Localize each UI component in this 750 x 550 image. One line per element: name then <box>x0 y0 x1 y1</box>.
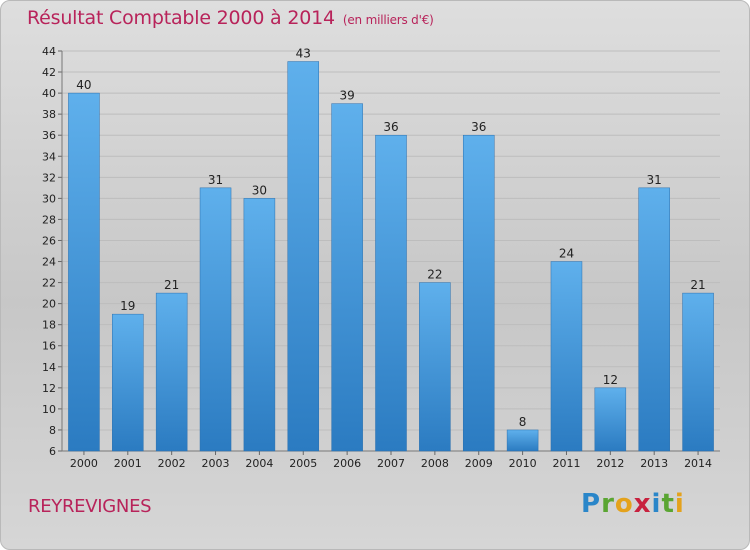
y-tick-label: 28 <box>42 213 56 226</box>
x-tick-label: 2011 <box>552 457 580 470</box>
x-tick-label: 2002 <box>158 457 186 470</box>
x-tick-label: 2009 <box>465 457 493 470</box>
bar <box>594 387 627 452</box>
y-tick-label: 44 <box>42 45 56 58</box>
y-tick-label: 34 <box>42 150 56 163</box>
y-tick-label: 14 <box>42 361 56 374</box>
data-label: 40 <box>76 78 91 92</box>
y-tick-label: 36 <box>42 129 56 142</box>
chart-subtitle: (en milliers d'€) <box>342 13 434 27</box>
data-label: 43 <box>296 47 311 61</box>
x-tick-label: 2001 <box>114 457 142 470</box>
commune-name: REYREVIGNES <box>28 496 152 517</box>
bar <box>243 198 276 452</box>
data-label: 30 <box>252 183 267 197</box>
x-tick-label: 2005 <box>289 457 317 470</box>
data-label: 22 <box>427 268 442 282</box>
y-tick-label: 30 <box>42 192 56 205</box>
y-tick-label: 16 <box>42 340 56 353</box>
bar <box>155 292 188 452</box>
data-label: 31 <box>647 173 662 187</box>
x-tick-label: 2008 <box>421 457 449 470</box>
x-tick-label: 2010 <box>509 457 537 470</box>
data-label: 39 <box>339 89 354 103</box>
proxiti-logo: Proxiti <box>581 489 685 519</box>
x-tick-label: 2007 <box>377 457 405 470</box>
data-label: 31 <box>208 173 223 187</box>
bar <box>682 292 714 452</box>
data-label: 36 <box>471 120 486 134</box>
bar-layer: 40 19 21 31 30 43 39 36 22 36 8 24 12 31 21 <box>68 47 714 452</box>
chart-title-text: Résultat Comptable 2000 à 2014 <box>27 7 335 29</box>
y-tick-label: 12 <box>42 382 56 395</box>
bar <box>550 261 583 452</box>
bar <box>462 134 495 452</box>
y-tick-label: 22 <box>42 277 56 290</box>
y-tick-label: 24 <box>42 256 56 269</box>
bar <box>331 103 363 452</box>
bar <box>112 313 144 452</box>
y-tick-label: 32 <box>42 171 56 184</box>
data-label: 24 <box>559 247 574 261</box>
x-tick-label: 2006 <box>333 457 361 470</box>
x-tick-label: 2013 <box>640 457 668 470</box>
data-label: 21 <box>690 278 705 292</box>
x-tick-label: 2003 <box>202 457 230 470</box>
bar <box>68 92 100 452</box>
x-tick-label: 2004 <box>245 457 273 470</box>
bar <box>506 429 539 452</box>
data-label: 12 <box>603 373 618 387</box>
data-label: 8 <box>519 415 527 429</box>
data-label: 36 <box>383 120 398 134</box>
y-tick-label: 26 <box>42 234 56 247</box>
chart-title: Résultat Comptable 2000 à 2014 (en millie… <box>27 7 434 29</box>
data-label: 21 <box>164 278 179 292</box>
x-tick-label: 2000 <box>70 457 98 470</box>
axis-layer: 6 8 10 12 14 16 18 20 22 24 26 28 30 32 34 36 38 40 42 44 20… <box>42 45 720 470</box>
bar <box>419 282 451 452</box>
y-tick-label: 10 <box>42 403 56 416</box>
x-tick-label: 2012 <box>596 457 624 470</box>
bar <box>199 187 232 452</box>
y-tick-label: 6 <box>49 445 56 458</box>
y-tick-label: 20 <box>42 298 56 311</box>
y-tick-label: 40 <box>42 87 56 100</box>
x-tick-label: 2014 <box>684 457 712 470</box>
bar <box>287 61 320 452</box>
y-tick-label: 38 <box>42 108 56 121</box>
y-tick-label: 42 <box>42 66 56 79</box>
y-tick-label: 8 <box>49 424 56 437</box>
bar <box>375 134 407 452</box>
y-tick-label: 18 <box>42 319 56 332</box>
data-label: 19 <box>120 299 135 313</box>
bar <box>638 187 670 452</box>
